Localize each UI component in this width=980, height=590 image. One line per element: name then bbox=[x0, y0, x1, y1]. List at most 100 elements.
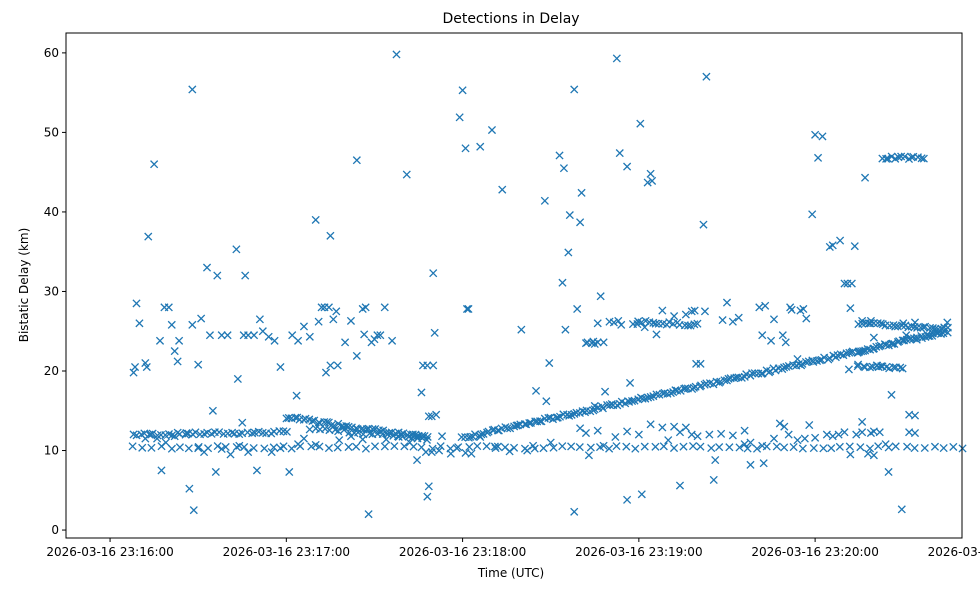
data-point bbox=[244, 331, 253, 340]
data-point bbox=[766, 336, 776, 345]
data-point bbox=[884, 467, 893, 477]
data-point bbox=[335, 436, 344, 445]
data-point bbox=[135, 319, 144, 328]
data-point bbox=[631, 444, 640, 453]
data-point bbox=[659, 442, 668, 451]
data-point bbox=[402, 170, 411, 179]
data-point bbox=[769, 315, 779, 324]
data-point bbox=[194, 444, 203, 453]
data-point bbox=[903, 442, 912, 451]
data-point bbox=[437, 432, 447, 441]
data-point bbox=[226, 450, 235, 459]
data-point bbox=[311, 215, 320, 224]
data-point bbox=[769, 434, 779, 443]
data-point bbox=[709, 475, 718, 485]
data-point bbox=[422, 435, 431, 444]
data-point bbox=[614, 316, 623, 325]
data-point bbox=[505, 447, 514, 456]
data-point bbox=[584, 451, 593, 460]
data-point bbox=[789, 443, 798, 452]
data-point bbox=[352, 442, 361, 451]
data-point bbox=[900, 152, 909, 161]
data-point bbox=[129, 368, 138, 377]
data-point bbox=[457, 433, 466, 442]
data-point bbox=[147, 443, 156, 452]
data-point bbox=[322, 417, 332, 427]
data-point bbox=[683, 321, 693, 330]
data-point bbox=[291, 413, 300, 422]
data-point bbox=[681, 423, 690, 432]
x-tick-label: 2026-03-16 23:21:00 bbox=[928, 545, 980, 559]
data-point bbox=[464, 304, 473, 314]
y-tick-label: 50 bbox=[44, 125, 59, 139]
data-point bbox=[623, 427, 632, 436]
data-point bbox=[461, 144, 470, 153]
data-point bbox=[746, 438, 755, 447]
data-point bbox=[429, 269, 438, 278]
data-point bbox=[930, 442, 940, 451]
data-point bbox=[859, 346, 868, 356]
data-point bbox=[539, 444, 548, 453]
data-point bbox=[383, 429, 392, 439]
data-point bbox=[660, 388, 669, 397]
data-point bbox=[542, 397, 551, 406]
data-point bbox=[615, 149, 624, 158]
data-point bbox=[856, 443, 865, 452]
data-point bbox=[344, 442, 353, 452]
data-point bbox=[622, 442, 631, 451]
data-point bbox=[907, 153, 916, 162]
data-point bbox=[270, 336, 279, 345]
data-point bbox=[920, 443, 929, 453]
data-point bbox=[593, 319, 602, 328]
data-point bbox=[850, 242, 859, 251]
data-point bbox=[755, 303, 764, 312]
data-point bbox=[687, 307, 696, 316]
data-point bbox=[241, 271, 250, 280]
data-point bbox=[167, 431, 177, 440]
data-point bbox=[525, 419, 534, 428]
data-point bbox=[144, 232, 153, 241]
data-point bbox=[392, 50, 401, 59]
data-point bbox=[360, 330, 369, 339]
data-point bbox=[897, 152, 906, 161]
data-point bbox=[598, 402, 607, 411]
data-point bbox=[364, 510, 373, 519]
data-point bbox=[815, 356, 825, 365]
data-point bbox=[658, 423, 667, 432]
data-point bbox=[339, 425, 349, 434]
data-point bbox=[352, 156, 361, 165]
data-point bbox=[844, 365, 853, 374]
data-point bbox=[264, 332, 273, 341]
data-point bbox=[346, 432, 356, 441]
data-point bbox=[840, 279, 849, 288]
data-point bbox=[590, 339, 599, 349]
data-point bbox=[421, 448, 430, 457]
data-point bbox=[919, 154, 928, 163]
data-point bbox=[473, 441, 482, 451]
data-point bbox=[503, 424, 512, 433]
data-point bbox=[623, 162, 632, 171]
y-tick-label: 30 bbox=[44, 284, 59, 298]
data-point bbox=[232, 442, 241, 452]
data-point bbox=[188, 320, 197, 329]
data-point bbox=[596, 292, 605, 301]
data-point bbox=[147, 430, 156, 439]
data-point bbox=[794, 359, 803, 369]
data-point bbox=[380, 442, 389, 451]
data-point bbox=[157, 466, 166, 475]
data-point bbox=[208, 406, 217, 415]
data-point bbox=[740, 426, 749, 435]
data-point bbox=[430, 328, 439, 337]
y-tick-label: 60 bbox=[44, 46, 59, 60]
data-point bbox=[818, 132, 827, 141]
data-point bbox=[784, 430, 793, 439]
data-point bbox=[634, 430, 643, 439]
data-point bbox=[715, 443, 724, 452]
data-point bbox=[743, 444, 752, 453]
data-point bbox=[354, 428, 363, 437]
data-point bbox=[921, 322, 930, 331]
data-point bbox=[577, 188, 586, 197]
data-point bbox=[860, 173, 870, 182]
data-point bbox=[358, 435, 367, 444]
